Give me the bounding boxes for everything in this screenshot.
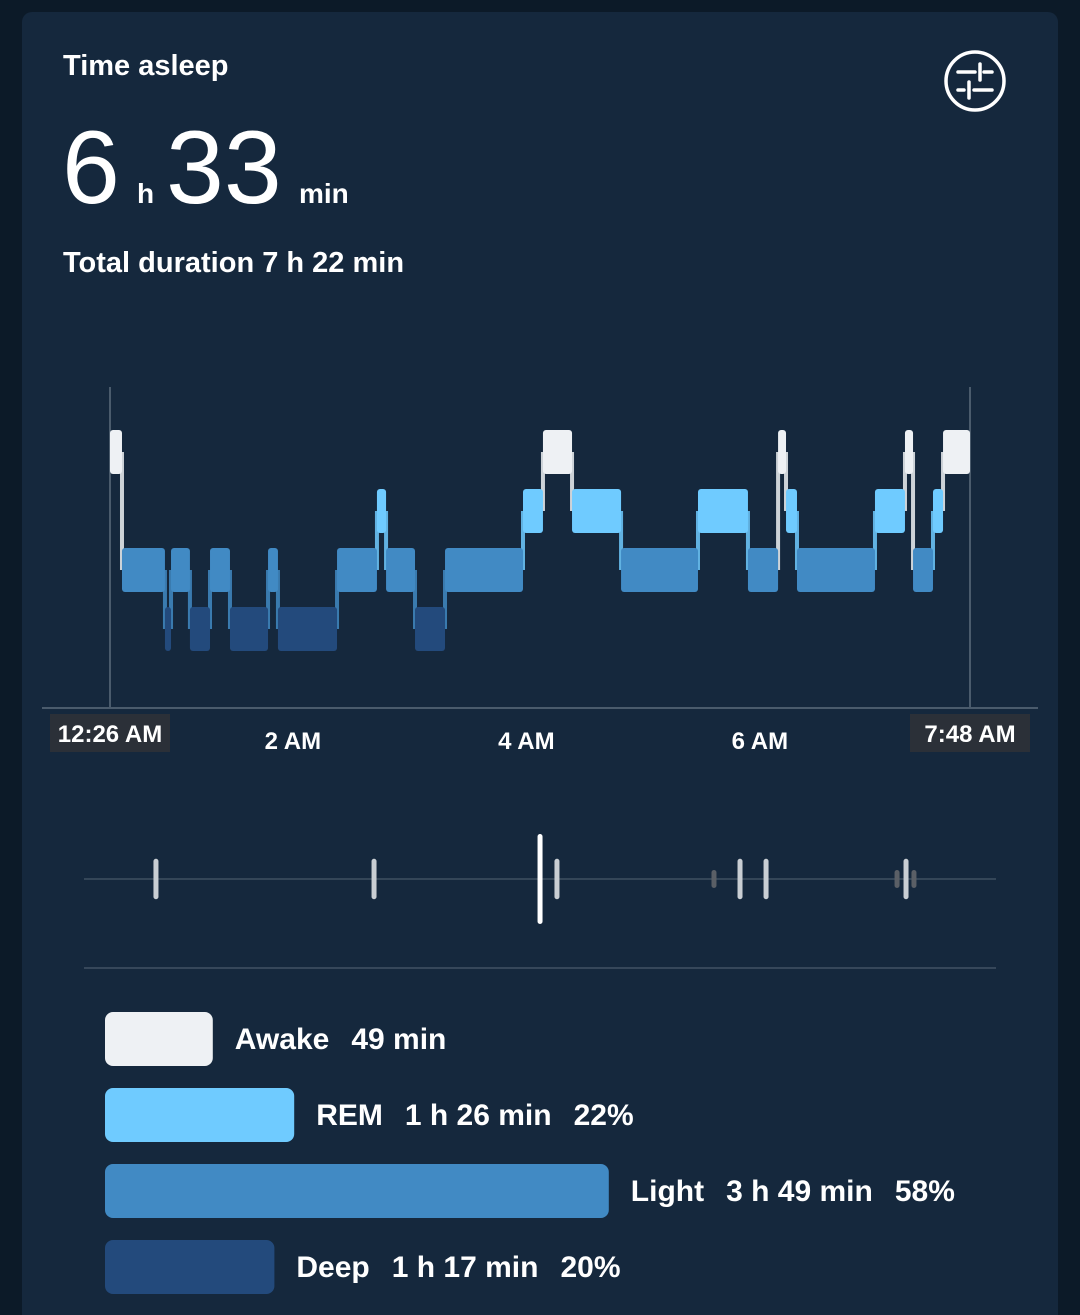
legend-name: Light	[631, 1175, 704, 1208]
stage-total-bar	[105, 1012, 213, 1066]
x-tick-label: 4 AM	[498, 728, 554, 755]
title: Time asleep	[63, 50, 229, 82]
sleep-event	[554, 858, 560, 900]
stage-segment	[337, 548, 377, 592]
stage-segment	[277, 607, 338, 651]
legend-name: Awake	[235, 1023, 330, 1056]
sleep-event	[537, 834, 543, 924]
settings-icon[interactable]	[944, 50, 1006, 112]
stage-segment	[171, 548, 190, 592]
sleep-event	[903, 858, 909, 900]
legend-name: REM	[316, 1099, 383, 1132]
stage-segment	[943, 430, 970, 474]
minutes-unit: min	[299, 178, 349, 209]
total-duration: Total duration 7 h 22 min	[63, 247, 404, 279]
stage-share: 20%	[560, 1251, 620, 1284]
stage-share: 22%	[574, 1099, 634, 1132]
stage-segment	[229, 607, 269, 651]
stage-segment	[747, 548, 779, 592]
legend-entry: Deep 1 h 17 min 20%	[296, 1251, 620, 1284]
tick-label-box	[910, 714, 1030, 752]
stage-total-bar	[105, 1240, 275, 1294]
stage-segment	[697, 489, 748, 533]
stage-segment	[796, 548, 875, 592]
legend-name: Deep	[296, 1251, 369, 1284]
sleep-event	[894, 870, 900, 888]
x-tick-label: 12:26 AM	[58, 721, 162, 748]
sleep-event	[711, 870, 717, 888]
sleep-event	[371, 858, 377, 900]
x-tick-label: 6 AM	[732, 728, 788, 755]
x-tick-label: 2 AM	[265, 728, 321, 755]
stage-segment	[778, 430, 787, 474]
stage-segment	[445, 548, 523, 592]
stage-total-bar	[105, 1088, 295, 1142]
stage-segment	[522, 489, 543, 533]
stage-duration: 1 h 17 min	[392, 1251, 539, 1284]
legend-entry: REM 1 h 26 min 22%	[316, 1099, 633, 1132]
legend-entry: Light 3 h 49 min 58%	[631, 1175, 955, 1208]
stage-segment	[786, 489, 797, 533]
stage-segment	[386, 548, 416, 592]
stage-segment	[572, 489, 622, 533]
sleep-event	[911, 870, 917, 888]
hours-unit: h	[137, 178, 154, 209]
stage-duration: 3 h 49 min	[726, 1175, 873, 1208]
stage-segment	[376, 489, 387, 533]
stage-duration: 1 h 26 min	[405, 1099, 552, 1132]
stage-duration: 49 min	[351, 1023, 446, 1056]
stage-share: 58%	[895, 1175, 955, 1208]
x-tick-label: 7:48 AM	[924, 721, 1015, 748]
stage-segment	[189, 607, 211, 651]
stage-segment	[874, 489, 905, 533]
sleep-event	[153, 858, 159, 900]
stage-segment	[904, 430, 914, 474]
sleep-event	[763, 858, 769, 900]
stage-segment	[621, 548, 698, 592]
stage-segment	[268, 548, 278, 592]
tick-label-box	[50, 714, 170, 752]
sleep-event	[737, 858, 743, 900]
stage-segment	[210, 548, 230, 592]
stage-segment	[542, 430, 573, 474]
card-background	[22, 12, 1058, 1315]
settings-button[interactable]	[944, 50, 1006, 112]
minutes: 33	[166, 110, 282, 226]
legend-entry: Awake 49 min	[235, 1023, 447, 1056]
hours: 6	[62, 110, 120, 226]
stage-segment	[110, 430, 122, 474]
stage-segment	[121, 548, 165, 592]
stage-total-bar	[105, 1164, 609, 1218]
stage-segment	[415, 607, 446, 651]
stage-segment	[932, 489, 944, 533]
stage-segment	[913, 548, 933, 592]
stage-segment	[164, 607, 172, 651]
